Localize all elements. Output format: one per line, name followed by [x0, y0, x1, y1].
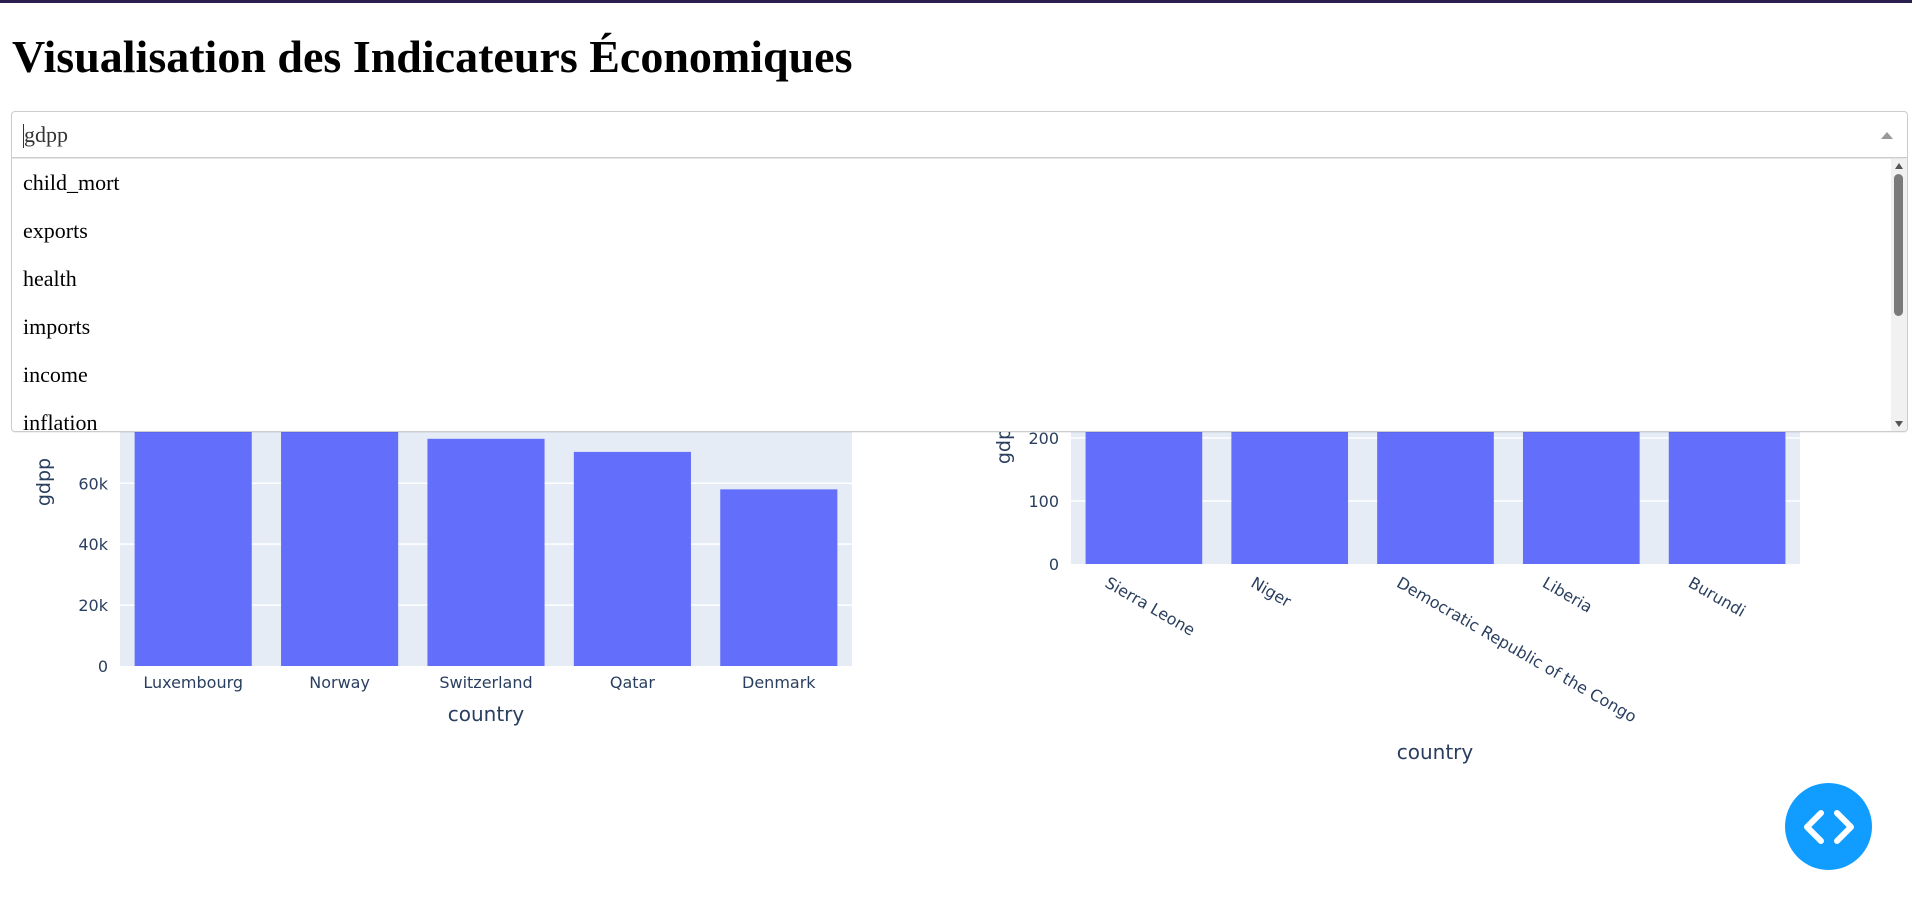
- x-tick-label: Democratic Republic of the Congo: [1394, 573, 1641, 726]
- x-axis-title: country: [1397, 740, 1474, 764]
- x-tick-label: Sierra Leone: [1102, 573, 1199, 640]
- x-tick-label: Liberia: [1539, 573, 1595, 617]
- y-tick-label: 40k: [78, 535, 108, 554]
- bar[interactable]: [427, 438, 545, 666]
- x-tick-label: Niger: [1248, 573, 1295, 611]
- bar[interactable]: [1668, 418, 1786, 564]
- y-tick-label: 0: [98, 657, 108, 676]
- y-tick-label: 200: [1028, 429, 1059, 448]
- x-tick-label: Luxembourg: [143, 673, 243, 692]
- y-tick-label: 100: [1028, 492, 1059, 511]
- top-border: [0, 0, 1912, 3]
- page-title: Visualisation des Indicateurs Économique…: [12, 31, 853, 82]
- caret-up-icon[interactable]: [1881, 132, 1893, 139]
- x-tick-label: Qatar: [610, 673, 655, 692]
- chart-bottom-gdpp: 0 100 200 Sierra Leone Niger Democratic Repu…: [993, 312, 1800, 764]
- dropdown-option[interactable]: imports: [23, 314, 91, 339]
- dropdown-control[interactable]: gdpp: [11, 111, 1908, 158]
- y-axis-title: gdpp: [33, 458, 55, 506]
- y-tick-label: 60k: [78, 474, 108, 493]
- y-tick-label: 0: [1049, 555, 1059, 574]
- bar[interactable]: [573, 451, 691, 666]
- dropdown-option[interactable]: health: [23, 266, 77, 291]
- bar[interactable]: [720, 489, 838, 666]
- dropdown-selected-value: gdpp: [24, 122, 68, 147]
- bar[interactable]: [281, 398, 399, 666]
- debug-menu-button[interactable]: [1785, 783, 1872, 870]
- scroll-down-icon[interactable]: [1895, 421, 1903, 427]
- x-tick-label: Denmark: [742, 673, 816, 692]
- code-brackets-icon: [1803, 809, 1854, 844]
- x-tick-label: Norway: [309, 673, 370, 692]
- dropdown-option[interactable]: income: [23, 362, 88, 387]
- chart-top-gdpp: 0 20k 40k 60k Luxembourg Norway Switzerland Qa…: [33, 346, 852, 726]
- x-axis-title: country: [448, 702, 525, 726]
- x-tick-label: Switzerland: [439, 673, 532, 692]
- dropdown-option[interactable]: inflation: [23, 410, 98, 432]
- dropdown-scrollbar[interactable]: [1891, 159, 1907, 431]
- dropdown-option[interactable]: child_mort: [23, 170, 120, 195]
- text-caret: [23, 124, 24, 148]
- x-tick-label: Burundi: [1685, 573, 1749, 621]
- scroll-up-icon[interactable]: [1895, 163, 1903, 169]
- dropdown-option[interactable]: exports: [23, 218, 88, 243]
- scrollbar-thumb[interactable]: [1894, 174, 1903, 316]
- y-tick-label: 20k: [78, 596, 108, 615]
